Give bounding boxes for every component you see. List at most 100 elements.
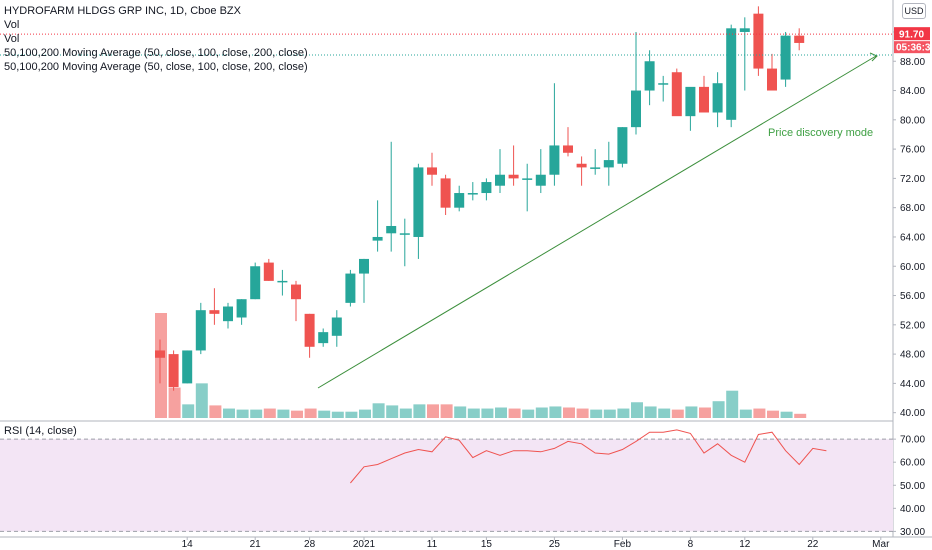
candle-body [617, 127, 628, 164]
candle-body [236, 299, 247, 318]
candle-body [467, 193, 478, 195]
time-axis-tick-label: 28 [304, 539, 316, 550]
candle-body [440, 178, 451, 208]
time-axis-tick-label: 11 [427, 539, 438, 550]
price-axis-tick-label: 44.00 [900, 379, 925, 390]
countdown-badge-text: 05:36:30 [896, 43, 932, 54]
candle-body [318, 332, 329, 344]
volume-bar [576, 408, 589, 418]
volume-bar [495, 407, 507, 418]
candle-body [345, 273, 356, 303]
rsi-label: RSI (14, close) [4, 425, 77, 437]
price-axis-tick-label: 72.00 [900, 174, 925, 185]
volume-bar [386, 405, 399, 418]
volume-bar [223, 408, 235, 418]
price-axis-tick-label: 64.00 [900, 232, 925, 243]
support-trendline [317, 55, 877, 389]
volume-bar [277, 409, 290, 418]
volume-bar [372, 403, 385, 418]
candle-body [535, 174, 546, 186]
candle-body [794, 35, 805, 43]
price-axis-tick-label: 84.00 [900, 86, 925, 97]
legend-volume-1: Vol [4, 19, 20, 31]
volume-bar [304, 408, 317, 418]
time-axis-tick-label: 22 [807, 539, 819, 550]
candle-body [753, 13, 764, 69]
candle-body [359, 258, 369, 274]
volume-bar [182, 404, 195, 418]
volume-bar [671, 409, 684, 418]
price-axis-tick-label: 68.00 [900, 203, 925, 214]
time-axis-tick-label: Feb [614, 539, 632, 550]
volume-bar [522, 409, 535, 418]
price-axis-tick-label: 40.00 [900, 408, 925, 419]
candle-body [291, 284, 301, 300]
volume-bar [427, 404, 439, 418]
annotation-price-discovery: Price discovery mode [768, 127, 873, 139]
rsi-axis-tick-label: 70.00 [900, 435, 925, 446]
currency-selector[interactable]: USD [902, 3, 926, 19]
candle-body [168, 354, 179, 388]
price-axis-tick-label: 56.00 [900, 291, 925, 302]
rsi-axis-tick-label: 60.00 [900, 458, 925, 469]
price-axis-tick-label: 48.00 [900, 350, 925, 361]
candle-body [263, 262, 274, 281]
price-axis-tick-label: 60.00 [900, 262, 925, 273]
candle-body [427, 167, 437, 175]
candle-body [644, 61, 655, 91]
candle-body [522, 178, 533, 180]
volume-bar [563, 407, 575, 418]
candle-body [223, 306, 233, 322]
volume-bar [263, 408, 276, 418]
volume-bar [753, 408, 766, 418]
candle-body [631, 90, 641, 128]
volume-bar [236, 409, 249, 418]
countdown-badge [894, 41, 930, 54]
candle-body [712, 83, 723, 113]
candle-body [454, 193, 465, 208]
candle-body [508, 174, 519, 179]
candle-body [780, 35, 791, 80]
price-axis-tick-label: 80.00 [900, 115, 925, 126]
volume-bar [644, 406, 657, 418]
volume-bar [780, 411, 793, 418]
legend-symbol: HYDROFARM HLDGS GRP INC, 1D, Cboe BZX [4, 5, 241, 17]
candle-body [699, 86, 709, 113]
candle-body [739, 28, 750, 32]
volume-bar [603, 409, 616, 418]
volume-bar [590, 409, 603, 418]
volume-bar [413, 404, 426, 418]
volume-bar [794, 413, 807, 418]
candle-body [576, 163, 587, 168]
candle-body [767, 68, 777, 91]
volume-bar [291, 410, 303, 418]
price-axis-tick-label: 88.00 [900, 57, 925, 68]
candle-body [413, 167, 424, 237]
legend-volume-2: Vol [4, 33, 20, 45]
volume-bar [658, 408, 671, 418]
volume-bar [467, 408, 480, 418]
time-axis-tick-label: 8 [688, 539, 694, 550]
rsi-line [350, 429, 827, 484]
volume-bar [617, 408, 630, 418]
volume-bar [318, 410, 331, 418]
volume-bar [685, 406, 698, 418]
candle-body [658, 83, 669, 85]
rsi-axis-tick-label: 40.00 [900, 504, 925, 515]
volume-bar [739, 409, 752, 418]
volume-bar [440, 404, 453, 418]
volume-bar [481, 408, 494, 418]
volume-bar [209, 405, 222, 418]
time-axis-tick-label: 12 [739, 539, 751, 550]
candle-body [671, 72, 682, 117]
last-price-badge-text: 91.70 [899, 30, 924, 41]
volume-bar [250, 409, 263, 418]
volume-bar [535, 407, 548, 418]
candle-body [603, 160, 614, 168]
volume-bar [345, 411, 358, 418]
candle-body [685, 86, 696, 117]
time-axis-tick-label: 14 [182, 539, 194, 550]
trendline-arrowhead [869, 52, 878, 62]
time-axis-tick-label: 2021 [353, 539, 376, 550]
